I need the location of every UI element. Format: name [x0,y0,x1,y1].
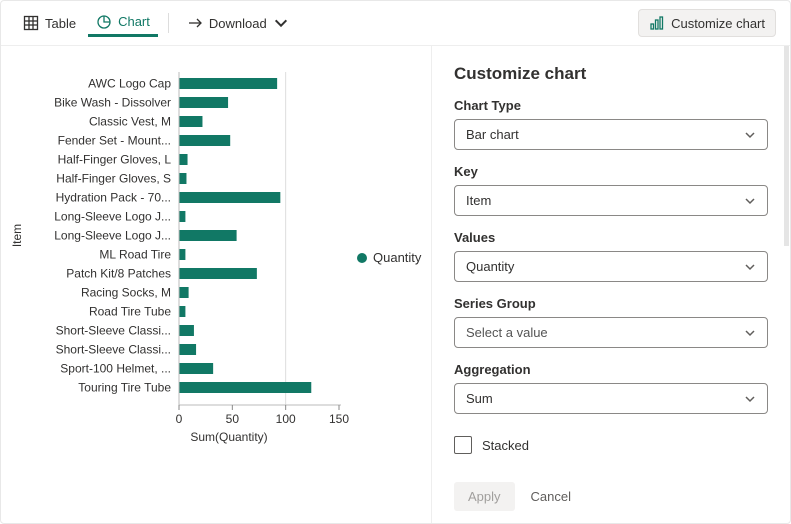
chart-type-label: Chart Type [454,98,768,113]
svg-text:Long-Sleeve Logo J...: Long-Sleeve Logo J... [54,210,171,224]
series-group-label: Series Group [454,296,768,311]
key-value: Item [466,193,491,208]
table-button[interactable]: Table [15,11,84,35]
divider [168,13,169,33]
cancel-button[interactable]: Cancel [531,489,571,504]
aggregation-label: Aggregation [454,362,768,377]
values-value: Quantity [466,259,514,274]
scrollbar[interactable] [784,46,789,523]
aggregation-value: Sum [466,391,493,406]
customize-chart-button[interactable]: Customize chart [638,9,776,37]
chevron-down-icon [744,261,756,273]
chart-type-dropdown[interactable]: Bar chart [454,119,768,150]
apply-button[interactable]: Apply [454,482,515,511]
svg-text:Half-Finger Gloves, S: Half-Finger Gloves, S [56,172,171,186]
svg-text:Half-Finger Gloves, L: Half-Finger Gloves, L [58,153,172,167]
svg-text:Short-Sleeve Classi...: Short-Sleeve Classi... [56,343,171,357]
series-group-value: Select a value [466,325,548,340]
svg-text:50: 50 [226,412,240,426]
chart-icon [96,14,112,30]
panel-title: Customize chart [454,64,768,84]
customize-panel: Customize chart Chart Type Bar chart Key… [431,46,790,523]
svg-text:Item: Item [10,224,24,247]
download-icon [187,15,203,31]
svg-text:Racing Socks, M: Racing Socks, M [81,286,171,300]
table-icon [23,15,39,31]
stacked-label: Stacked [482,438,529,453]
download-label: Download [209,16,267,31]
toolbar: Table Chart Download Customize chart [1,1,790,46]
svg-text:Patch Kit/8 Patches: Patch Kit/8 Patches [66,267,171,281]
chart-button[interactable]: Chart [88,10,158,37]
chevron-down-icon [744,195,756,207]
svg-text:150: 150 [329,412,349,426]
stacked-row: Stacked [454,436,768,454]
stacked-checkbox[interactable] [454,436,472,454]
chart-type-value: Bar chart [466,127,519,142]
svg-text:Long-Sleeve Logo J...: Long-Sleeve Logo J... [54,229,171,243]
svg-text:Classic Vest, M: Classic Vest, M [89,115,171,129]
action-row: Apply Cancel [454,482,768,511]
customize-icon [649,15,665,31]
svg-text:Hydration Pack - 70...: Hydration Pack - 70... [56,191,171,205]
key-label: Key [454,164,768,179]
svg-text:Bike Wash - Dissolver: Bike Wash - Dissolver [54,96,171,110]
svg-text:AWC Logo Cap: AWC Logo Cap [88,77,171,91]
legend-dot [357,253,367,263]
aggregation-dropdown[interactable]: Sum [454,383,768,414]
values-label: Values [454,230,768,245]
download-button[interactable]: Download [179,11,297,35]
customize-label: Customize chart [671,16,765,31]
chevron-down-icon [744,129,756,141]
legend-label: Quantity [373,250,421,265]
chevron-down-icon [744,393,756,405]
svg-text:0: 0 [176,412,183,426]
values-dropdown[interactable]: Quantity [454,251,768,282]
svg-text:Sum(Quantity): Sum(Quantity) [190,430,267,444]
table-label: Table [45,16,76,31]
svg-text:Sport-100 Helmet, ...: Sport-100 Helmet, ... [60,362,171,376]
main: AWC Logo Cap Bike Wash - Dissolver Classic… [1,46,790,523]
svg-text:Short-Sleeve Classi...: Short-Sleeve Classi... [56,324,171,338]
svg-text:ML Road Tire: ML Road Tire [99,248,171,262]
legend: Quantity [357,250,421,265]
chevron-down-icon [744,327,756,339]
chart-area: AWC Logo Cap Bike Wash - Dissolver Classic… [1,46,431,523]
svg-text:Road Tire Tube: Road Tire Tube [89,305,171,319]
key-dropdown[interactable]: Item [454,185,768,216]
bar-chart: AWC Logo Cap Bike Wash - Dissolver Classic… [9,66,349,449]
svg-text:Touring Tire Tube: Touring Tire Tube [78,381,171,395]
chart-label: Chart [118,14,150,29]
chevron-down-icon [273,15,289,31]
svg-text:Fender Set - Mount...: Fender Set - Mount... [58,134,171,148]
svg-text:100: 100 [276,412,296,426]
series-group-dropdown[interactable]: Select a value [454,317,768,348]
